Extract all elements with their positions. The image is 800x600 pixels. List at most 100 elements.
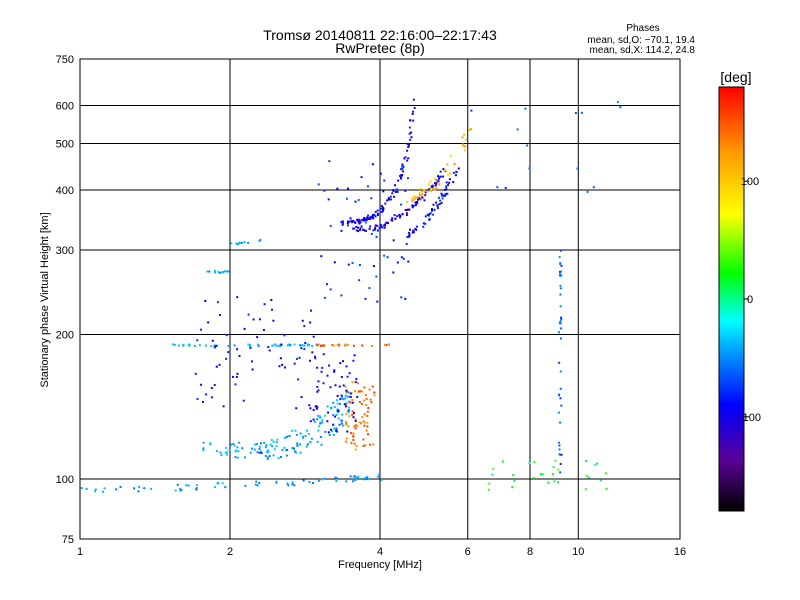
data-point: [453, 163, 456, 166]
data-point: [408, 234, 411, 237]
data-point: [334, 476, 337, 479]
data-point: [358, 264, 361, 267]
data-point: [401, 213, 404, 216]
data-point: [431, 185, 434, 188]
data-point: [559, 397, 562, 400]
data-point: [469, 128, 472, 131]
data-point: [296, 443, 299, 446]
data-point: [462, 144, 465, 147]
data-point: [317, 389, 320, 392]
data-point: [236, 446, 239, 449]
trace-rising-lower-2: [234, 411, 350, 460]
data-point: [363, 424, 366, 427]
data-point: [411, 197, 414, 200]
data-point: [268, 349, 271, 352]
data-point: [304, 435, 307, 438]
data-point: [401, 167, 404, 170]
data-point: [442, 175, 445, 178]
data-point: [399, 214, 402, 217]
data-point: [198, 344, 201, 347]
data-point: [400, 256, 403, 259]
data-point: [264, 446, 267, 449]
data-point: [300, 347, 303, 350]
data-point: [337, 417, 340, 420]
data-point: [464, 138, 467, 141]
data-point: [344, 394, 347, 397]
data-point: [418, 194, 421, 197]
data-point: [355, 477, 358, 480]
data-point: [272, 454, 275, 457]
data-point: [528, 167, 531, 170]
data-point: [291, 429, 294, 432]
data-point: [376, 229, 379, 232]
data-point: [221, 482, 224, 485]
data-point: [439, 199, 442, 202]
y-tick-label: 500: [56, 139, 74, 151]
data-point: [438, 202, 441, 205]
data-point: [361, 416, 364, 419]
data-point: [587, 476, 590, 479]
data-point: [374, 228, 377, 231]
data-point: [235, 449, 238, 452]
data-point: [348, 415, 351, 418]
data-point: [335, 428, 338, 431]
data-point: [418, 191, 421, 194]
data-point: [362, 399, 365, 402]
data-point: [533, 460, 536, 463]
data-point: [402, 257, 405, 260]
data-point: [322, 382, 325, 385]
data-point: [409, 119, 412, 122]
data-point: [354, 475, 357, 478]
data-point: [341, 220, 344, 223]
trace-scatter-mid: [194, 296, 317, 410]
data-point: [351, 381, 354, 384]
data-point: [317, 380, 320, 383]
data-point: [383, 254, 386, 257]
data-point: [173, 343, 176, 346]
data-point: [369, 443, 372, 446]
data-point: [400, 203, 403, 206]
data-point: [249, 346, 252, 349]
data-point: [355, 378, 358, 381]
data-point: [244, 484, 247, 487]
data-point: [354, 420, 357, 423]
data-point: [421, 190, 424, 193]
data-point: [417, 196, 420, 199]
data-point: [559, 261, 562, 264]
data-point: [558, 322, 561, 325]
data-point: [605, 472, 608, 475]
data-point: [405, 242, 408, 245]
data-point: [445, 181, 448, 184]
data-point: [365, 397, 368, 400]
data-point: [492, 467, 495, 470]
data-point: [208, 270, 211, 273]
data-point: [560, 337, 563, 340]
data-point: [360, 176, 363, 179]
data-point: [430, 209, 433, 212]
data-point: [311, 351, 314, 354]
data-point: [351, 410, 354, 413]
data-point: [331, 343, 334, 346]
data-point: [328, 434, 331, 437]
data-point: [559, 471, 562, 474]
data-point: [303, 325, 306, 328]
data-point: [272, 319, 275, 322]
data-point: [216, 482, 219, 485]
data-point: [388, 343, 391, 346]
data-point: [316, 418, 319, 421]
data-point: [286, 344, 289, 347]
data-point: [350, 221, 353, 224]
data-point: [225, 334, 228, 337]
data-point: [332, 414, 335, 417]
data-point: [313, 355, 316, 358]
data-point: [392, 195, 395, 198]
data-point: [305, 445, 308, 448]
data-point: [354, 418, 357, 421]
data-point: [345, 440, 348, 443]
data-point: [332, 423, 335, 426]
data-point: [204, 300, 207, 303]
data-point: [150, 487, 153, 490]
data-point: [605, 487, 608, 490]
data-point: [363, 217, 366, 220]
data-point: [248, 344, 251, 347]
